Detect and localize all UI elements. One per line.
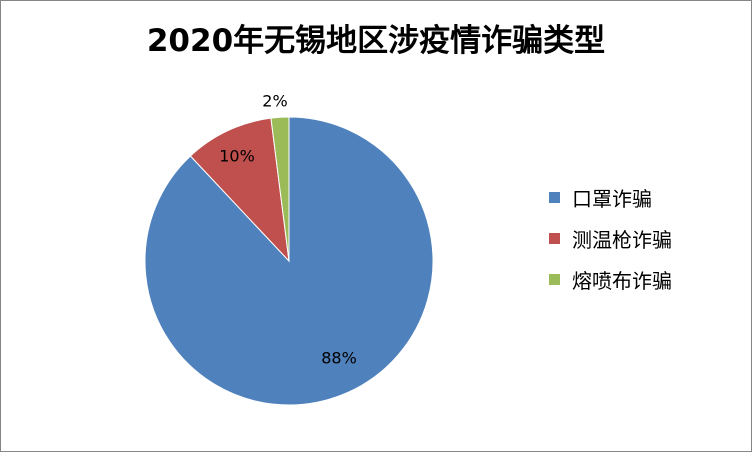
legend: 口罩诈骗 测温枪诈骗 熔喷布诈骗 [549,185,672,308]
legend-swatch [549,191,560,203]
pie-slice-0 [144,116,434,406]
legend-item-mask-fraud: 口罩诈骗 [549,185,672,211]
legend-label: 测温枪诈骗 [572,227,672,252]
data-label-1: 10% [219,147,255,166]
legend-item-thermometer-fraud: 测温枪诈骗 [549,226,672,252]
legend-swatch [549,232,560,244]
legend-label: 熔喷布诈骗 [572,268,672,293]
legend-item-meltblown-fraud: 熔喷布诈骗 [549,267,672,293]
legend-label: 口罩诈骗 [572,186,652,211]
pie-slice-2 [270,116,290,262]
legend-swatch [549,273,560,285]
data-label-2: 2% [262,92,287,111]
pie-slice-1 [189,117,290,263]
chart-title: 2020年无锡地区涉疫情诈骗类型 [146,23,606,59]
data-label-0: 88% [321,349,357,368]
